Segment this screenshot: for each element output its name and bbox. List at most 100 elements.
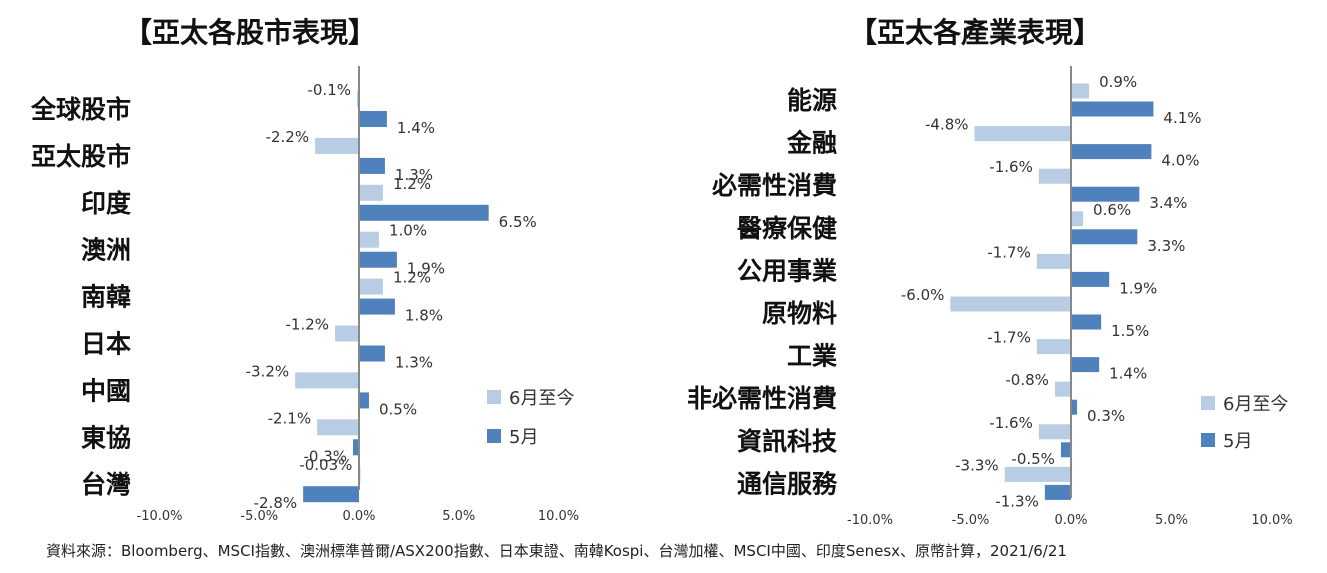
chart2-bar-may — [1071, 144, 1152, 160]
chart2-bar-may — [1071, 186, 1140, 202]
chart2-bar-ytd — [974, 126, 1071, 142]
chart1-bar-ytd — [317, 419, 359, 436]
chart2-data-label: -0.8% — [1005, 371, 1049, 389]
chart2-data-label: 1.5% — [1111, 322, 1149, 340]
chart2-bar-ytd — [1036, 339, 1071, 355]
chart1-data-label: 1.4% — [397, 119, 435, 137]
chart2-bar-may — [1071, 399, 1078, 415]
chart1-data-label: 1.2% — [393, 175, 431, 193]
chart2-x-tick-label: 0.0% — [1054, 513, 1087, 528]
chart2-data-label: 4.1% — [1163, 109, 1201, 127]
chart1-bar-ytd — [295, 372, 359, 389]
chart2-x-tick-label: -10.0% — [847, 513, 893, 528]
chart1-legend-swatch-ytd — [487, 390, 501, 404]
chart1-bar-may — [359, 111, 387, 127]
chart2-bar-ytd — [1004, 466, 1071, 482]
chart1-data-label: 1.2% — [393, 269, 431, 287]
chart1-legend-swatch-may — [487, 429, 501, 443]
chart2-legend-swatch-ytd — [1201, 396, 1215, 410]
chart1-bar-ytd — [359, 278, 383, 295]
chart2-category-label: 資訊科技 — [737, 427, 837, 456]
chart2-bar-may — [1071, 229, 1138, 245]
chart1-data-label: -2.2% — [266, 128, 310, 146]
chart1-bar-may — [359, 345, 385, 362]
chart1-data-label: -0.3% — [303, 447, 347, 465]
chart1-x-tick-label: 10.0% — [538, 509, 579, 524]
chart1-bar-may — [353, 439, 359, 456]
chart2-data-label: 0.6% — [1093, 201, 1131, 219]
chart2-x-tick-label: -5.0% — [952, 513, 990, 528]
chart2-data-label: 3.4% — [1149, 194, 1187, 212]
chart2-legend-label-may: 5月 — [1223, 431, 1252, 452]
chart1-legend-label-ytd: 6月至今 — [509, 388, 574, 409]
chart1-bar-may — [359, 204, 489, 221]
chart1-bar-may — [359, 298, 395, 315]
chart2-data-label: 3.3% — [1147, 237, 1185, 255]
chart2-category-label: 公用事業 — [737, 256, 837, 285]
chart2-data-label: -1.6% — [989, 158, 1033, 176]
chart1-legend-label-may: 5月 — [509, 427, 538, 448]
chart1-bar-ytd — [359, 231, 379, 248]
chart2-bar-ytd — [950, 296, 1071, 312]
chart1-data-label: 1.3% — [395, 166, 433, 184]
chart2-bar-may — [1071, 314, 1102, 330]
chart1-data-label: -1.2% — [286, 316, 330, 334]
chart1-data-label: -2.8% — [254, 494, 298, 512]
chart2-data-label: -3.3% — [955, 456, 999, 474]
chart1-category-label: 中國 — [81, 376, 131, 405]
chart2-data-label: -6.0% — [901, 286, 945, 304]
chart2-bar-ytd — [1036, 253, 1071, 269]
chart1-data-label: 0.5% — [379, 400, 417, 418]
chart1-category-label: 日本 — [81, 330, 131, 359]
chart2-bar-may — [1071, 271, 1110, 287]
chart2-bar-may — [1044, 484, 1071, 500]
chart2-category-label: 能源 — [787, 86, 837, 115]
chart2-x-tick-label: 5.0% — [1155, 513, 1188, 528]
chart2-category-label: 通信服務 — [737, 469, 838, 498]
chart2-bar-ytd — [1071, 211, 1084, 227]
chart2-bar-ytd — [1071, 83, 1090, 99]
chart1-x-tick-label: 5.0% — [442, 509, 475, 524]
chart1-bar-may — [359, 251, 397, 268]
chart1-data-label: 1.3% — [395, 354, 433, 372]
chart2-bar-may — [1071, 101, 1154, 117]
chart1-bar-ytd — [315, 137, 359, 154]
chart1-category-label: 台灣 — [81, 470, 131, 499]
chart1-data-label: 1.0% — [389, 222, 427, 240]
chart2-data-label: 1.9% — [1119, 279, 1157, 297]
chart1-x-tick-label: 0.0% — [342, 509, 375, 524]
chart1-x-tick-label: -10.0% — [137, 509, 183, 524]
chart2-data-label: -4.8% — [925, 116, 969, 134]
chart2-category-label: 原物料 — [762, 299, 837, 328]
chart1-data-label: -0.03% — [299, 456, 352, 474]
chart2-category-label: 醫療保健 — [737, 214, 837, 243]
chart1-bar-ytd — [359, 184, 383, 201]
chart1-data-label: -0.1% — [307, 81, 351, 99]
chart2-legend-label-ytd: 6月至今 — [1223, 394, 1288, 415]
chart2-legend-swatch-may — [1201, 433, 1215, 447]
chart2-bar-ytd — [1038, 424, 1071, 440]
chart2-category-label: 必需性消費 — [712, 171, 837, 200]
chart1-category-label: 全球股市 — [30, 95, 131, 124]
chart1-bar-ytd — [335, 325, 359, 342]
chart2-bar-ytd — [1038, 168, 1071, 184]
chart2-data-label: -1.6% — [989, 414, 1033, 432]
chart2-title: 【亞太各產業表現】 — [849, 16, 1101, 49]
chart1-data-label: 1.8% — [405, 307, 443, 325]
chart1-x-tick-label: -5.0% — [240, 509, 278, 524]
chart1-bar-may — [359, 392, 369, 409]
chart1-data-label: -3.2% — [246, 362, 290, 380]
chart2-data-label: 0.9% — [1099, 73, 1137, 91]
chart2-data-label: 1.4% — [1109, 365, 1147, 383]
chart2-data-label: -1.7% — [987, 329, 1031, 347]
chart2-category-label: 工業 — [787, 342, 837, 371]
chart2-data-label: -0.5% — [1011, 450, 1055, 468]
chart2-data-label: 4.0% — [1161, 152, 1199, 170]
chart1-bar-may — [303, 486, 359, 503]
chart2-bar-ytd — [1054, 381, 1071, 397]
chart2-category-label: 非必需性消費 — [687, 384, 837, 413]
chart1-bar-may — [359, 157, 385, 174]
chart1-category-label: 南韓 — [81, 283, 131, 312]
chart2-data-label: -1.7% — [987, 243, 1031, 261]
